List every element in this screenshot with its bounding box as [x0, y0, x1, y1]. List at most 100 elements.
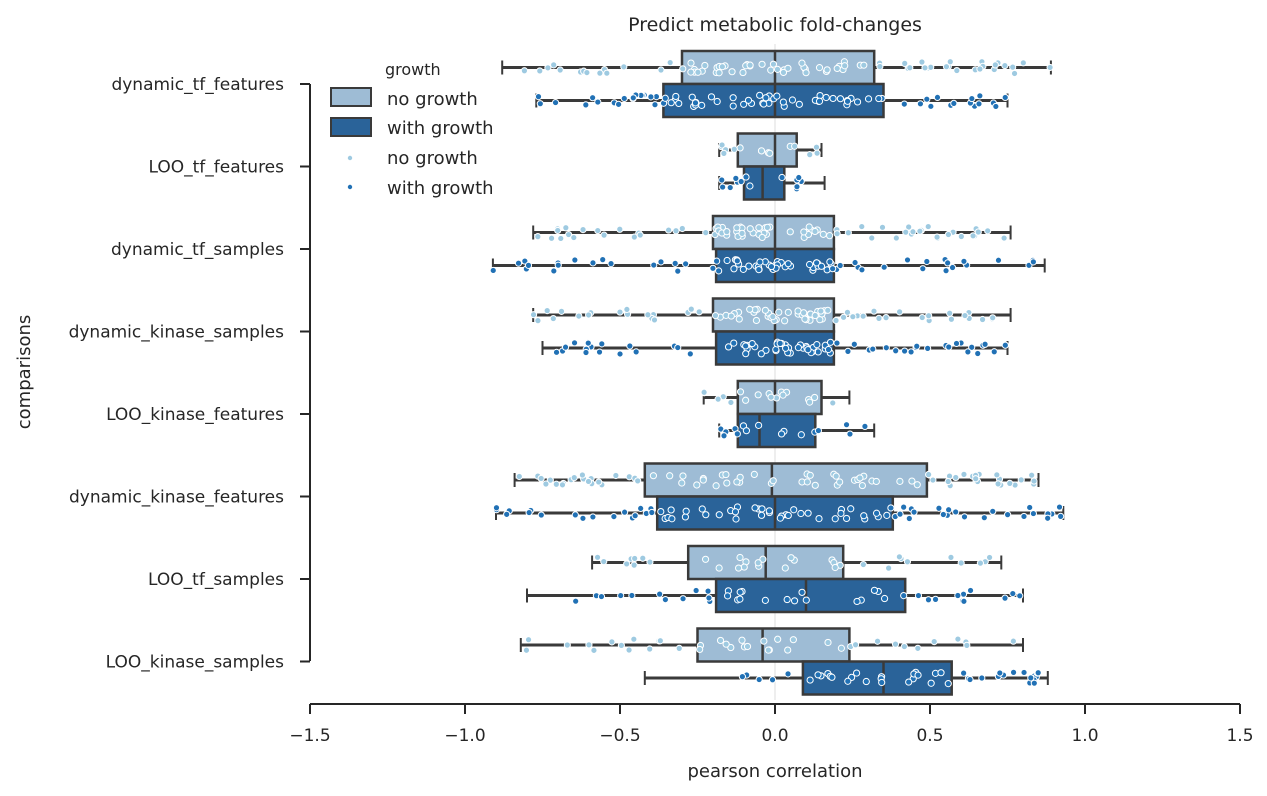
data-point-with-growth [702, 511, 710, 519]
data-point-with-growth [713, 97, 721, 106]
data-point-with-growth [757, 350, 765, 358]
legend-label-no-growth-points: no growth [387, 148, 478, 169]
data-point-with-growth [713, 257, 721, 265]
data-point-no-growth [849, 313, 857, 321]
data-point-no-growth [832, 472, 840, 480]
data-point-with-growth [570, 339, 579, 347]
data-point-with-growth [916, 100, 925, 108]
data-point-no-growth [736, 388, 745, 396]
data-point-with-growth [724, 343, 733, 351]
data-point-with-growth [913, 342, 921, 350]
data-point-with-growth [954, 591, 962, 600]
data-point-no-growth [947, 315, 956, 323]
data-point-no-growth [859, 560, 867, 569]
data-point-no-growth [944, 477, 952, 486]
data-point-with-growth [572, 597, 580, 605]
data-point-no-growth [918, 313, 926, 322]
data-point-no-growth [743, 642, 752, 651]
data-point-no-growth [779, 68, 788, 77]
data-point-with-growth [582, 101, 590, 109]
data-point-with-growth [992, 102, 1000, 111]
data-point-no-growth [666, 472, 674, 480]
data-point-no-growth [833, 64, 841, 73]
data-point-no-growth [625, 646, 633, 654]
data-point-no-growth [826, 232, 834, 240]
data-point-with-growth [718, 176, 726, 184]
data-point-with-growth [672, 92, 680, 101]
data-point-with-growth [621, 508, 629, 516]
data-point-with-growth [552, 348, 561, 356]
data-point-no-growth [789, 636, 797, 644]
data-point-with-growth [589, 513, 597, 521]
data-point-with-growth [514, 259, 523, 267]
data-point-no-growth [550, 61, 558, 69]
data-point-no-growth [739, 68, 747, 77]
data-point-with-growth [751, 504, 759, 512]
data-point-with-growth [1029, 258, 1037, 266]
data-point-with-growth [883, 511, 891, 519]
data-point-with-growth [828, 673, 836, 681]
data-point-with-growth [610, 512, 618, 521]
data-point-no-growth [806, 471, 814, 479]
data-point-no-growth [873, 637, 882, 645]
data-point-with-growth [1016, 592, 1024, 600]
y-tick-label: dynamic_tf_features [111, 75, 284, 95]
data-point-no-growth [779, 391, 787, 399]
data-point-no-growth [957, 559, 965, 567]
data-point-with-growth [534, 93, 543, 101]
data-point-no-growth [585, 641, 593, 649]
y-ticks: dynamic_tf_features LOO_tf_featuresdynami… [69, 75, 310, 673]
data-point-with-growth [974, 349, 982, 358]
data-point-no-growth [738, 636, 746, 644]
data-point-no-growth [839, 313, 848, 321]
data-point-no-growth [875, 314, 883, 322]
data-point-no-growth [909, 228, 917, 236]
data-point-no-growth [630, 561, 638, 569]
data-point-with-growth [740, 100, 748, 108]
data-point-no-growth [844, 229, 852, 237]
data-point-with-growth [784, 670, 792, 678]
data-point-with-growth [960, 257, 968, 265]
data-point-with-growth [814, 426, 823, 435]
data-point-no-growth [929, 476, 937, 484]
data-point-with-growth [746, 182, 754, 190]
data-point-no-growth [803, 478, 811, 486]
data-point-with-growth [732, 174, 740, 182]
data-point-no-growth [650, 316, 659, 324]
data-point-with-growth [571, 256, 579, 264]
data-point-with-growth [817, 262, 826, 270]
data-point-no-growth [993, 471, 1001, 479]
data-point-no-growth [701, 61, 709, 70]
data-point-with-growth [975, 100, 983, 108]
data-point-no-growth [815, 64, 824, 72]
data-point-no-growth [1010, 69, 1019, 78]
data-point-with-growth [836, 261, 844, 270]
data-point-no-growth [549, 314, 557, 323]
x-ticks: −1.5 −1.0 −0.5 0.0 0.5 1.0 1.5 [289, 704, 1254, 746]
data-point-with-growth [980, 514, 988, 522]
data-point-with-growth [864, 95, 873, 103]
data-point-with-growth [571, 511, 579, 519]
data-point-with-growth [720, 432, 728, 440]
data-point-no-growth [843, 308, 852, 316]
data-point-with-growth [667, 99, 675, 107]
legend-swatch-no-growth [330, 87, 372, 107]
data-point-no-growth [901, 59, 909, 67]
data-point-no-growth [715, 69, 723, 77]
data-point-with-growth [698, 101, 706, 109]
data-point-no-growth [711, 311, 720, 320]
data-point-no-growth [608, 638, 616, 646]
data-point-with-growth [836, 95, 845, 103]
data-point-with-growth [860, 512, 868, 520]
data-point-with-growth [756, 258, 764, 266]
data-point-no-growth [584, 477, 593, 486]
data-point-with-growth [882, 344, 890, 352]
data-point-with-growth [851, 258, 859, 267]
data-point-no-growth [802, 69, 810, 77]
data-point-with-growth [900, 347, 909, 355]
data-point-no-growth [811, 311, 819, 320]
data-point-no-growth [603, 69, 611, 77]
legend-swatch-with-growth [330, 117, 372, 137]
legend-label-with-growth-points: with growth [387, 178, 494, 199]
data-point-no-growth [914, 644, 922, 652]
